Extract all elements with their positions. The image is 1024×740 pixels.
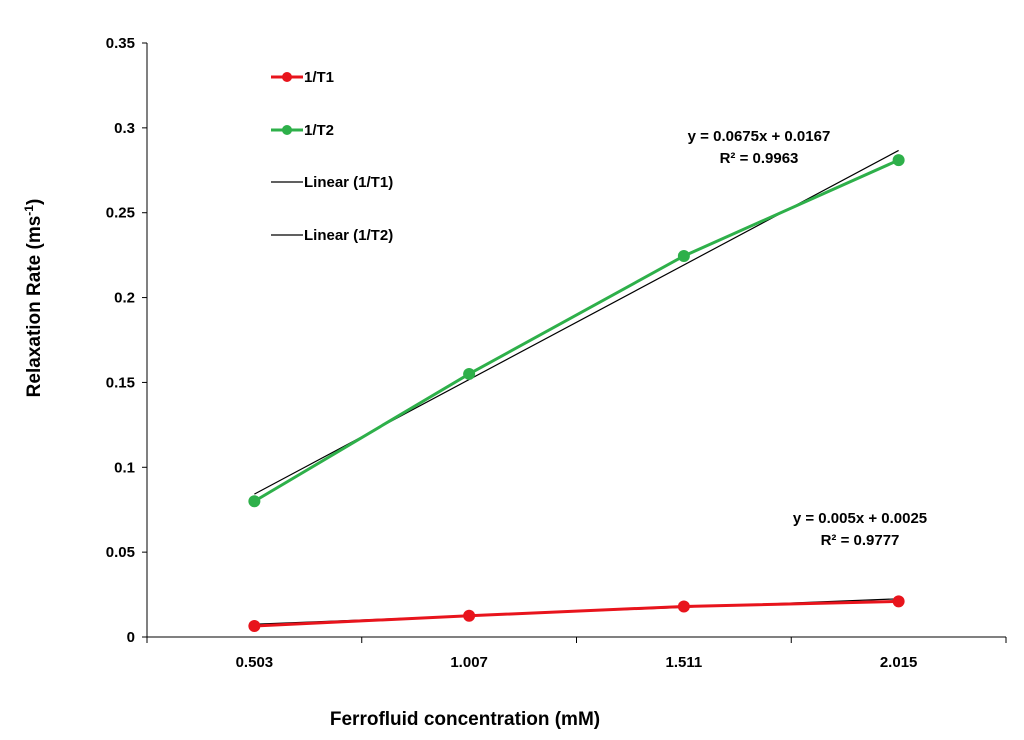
legend-label: Linear (1/T1) <box>304 174 393 191</box>
y-axis-title-sup: -1 <box>22 205 36 216</box>
y-axis-title-main: Relaxation Rate (ms <box>24 216 45 398</box>
y-tick-label: 0.25 <box>106 205 135 222</box>
trendline-equation: y = 0.0675x + 0.0167 <box>688 128 831 145</box>
equations: y = 0.005x + 0.0025 R² = 0.9777 y = 0.0675… <box>688 128 927 549</box>
y-tick-label: 0.1 <box>114 459 135 476</box>
data-point <box>892 595 905 608</box>
trendline-r2: R² = 0.9777 <box>821 532 900 549</box>
series-line-2 <box>253 158 900 503</box>
legend-label: 1/T1 <box>304 69 334 86</box>
data-point <box>677 249 690 262</box>
series-line-1 <box>254 599 899 628</box>
x-tick-label: 2.015 <box>880 654 918 671</box>
y-axis-title-close: ) <box>24 199 45 205</box>
legend-label: Linear (1/T2) <box>304 227 393 244</box>
data-point <box>248 495 261 508</box>
y-tick-label: 0.2 <box>114 290 135 307</box>
x-axis-title: Ferrofluid concentration (mM) <box>330 709 600 730</box>
legend: 1/T1 1/T2 Linear (1/T1) Linear (1/T2) <box>271 69 393 244</box>
x-tick-label: 1.007 <box>450 654 488 671</box>
y-tick-label: 0.3 <box>114 120 135 137</box>
legend-marker <box>282 72 292 82</box>
x-tick-label: 0.503 <box>236 654 274 671</box>
data-point <box>463 367 476 380</box>
data-point <box>892 154 905 167</box>
y-tick-label: 0 <box>127 629 135 646</box>
legend-label: 1/T2 <box>304 122 334 139</box>
y-tick-label: 0.35 <box>106 35 135 52</box>
y-tick-label: 0.05 <box>106 544 135 561</box>
y-tick-label: 0.15 <box>106 374 135 391</box>
trendline-equation: y = 0.005x + 0.0025 <box>793 510 927 527</box>
trendline-r2: R² = 0.9963 <box>720 150 799 167</box>
series <box>248 154 905 632</box>
legend-marker <box>282 125 292 135</box>
data-point <box>463 609 476 622</box>
axes: 0 0.05 0.1 0.15 0.2 0.25 0.3 0.35 0.503 1.007 1.51… <box>106 35 1007 671</box>
y-axis-title: Relaxation Rate (ms-1) <box>22 199 45 398</box>
x-tick-label: 1.511 <box>666 654 703 671</box>
data-point <box>677 600 690 613</box>
trendlines <box>254 149 899 625</box>
data-point <box>248 619 261 632</box>
